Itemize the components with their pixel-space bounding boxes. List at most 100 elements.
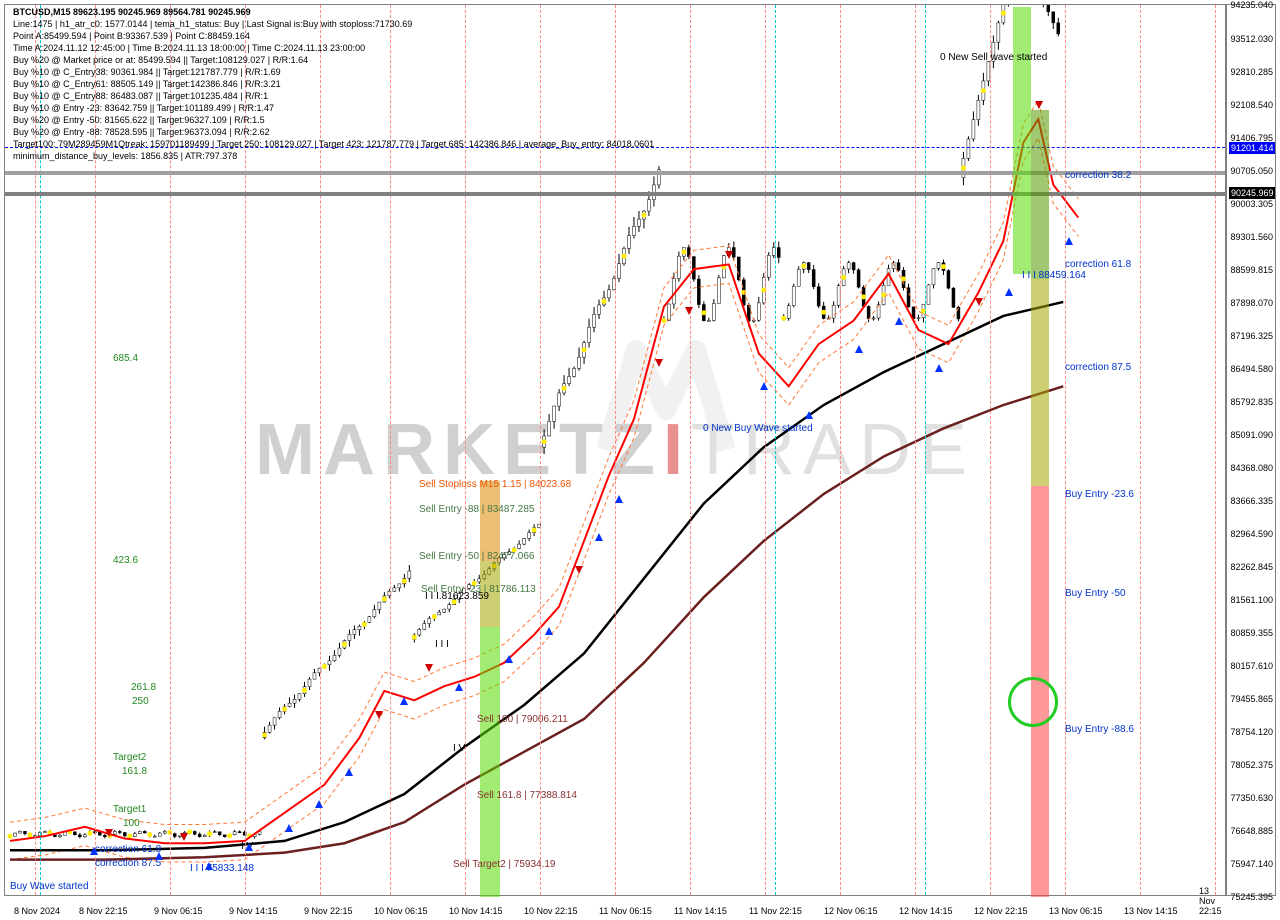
annotation-label: 0 New Sell wave started [940, 52, 1047, 63]
x-tick: 11 Nov 06:15 [599, 906, 652, 916]
y-axis: 94235.04093512.03092810.28592108.5409140… [1226, 4, 1276, 896]
annotation-label: 100 [123, 818, 140, 829]
y-tick: 77350.630 [1227, 793, 1273, 803]
annotation-label: I I I 88459.164 [1022, 270, 1086, 281]
arrow-up-icon [90, 847, 98, 855]
arrow-up-icon [285, 824, 293, 832]
x-tick: 13 Nov 06:15 [1049, 906, 1103, 916]
annotation-label: Buy Wave started [10, 881, 89, 892]
y-tick: 94235.040 [1227, 0, 1273, 10]
y-tick: 83666.335 [1227, 496, 1273, 506]
info-line: Buy %10 @ Entry -23: 83642.759 || Target… [13, 103, 274, 113]
y-tick: 92108.540 [1227, 100, 1273, 110]
annotation-label: 423.6 [113, 555, 138, 566]
arrow-up-icon [935, 364, 943, 372]
info-line: Point A:85499.594 | Point B:93367.539 | … [13, 31, 250, 41]
info-line: Target100: 79M289459M1Qtreak: 1597011894… [13, 139, 654, 149]
annotation-label: Sell Stoploss M15 1.15 | 84023.68 [419, 479, 571, 490]
chart-area[interactable]: MARKETZITRADE Sell Stoploss M15 1.15 | 8… [4, 4, 1226, 896]
zone-rect [480, 627, 500, 897]
y-tick: 79455.865 [1227, 694, 1273, 704]
y-tick: 82964.590 [1227, 529, 1273, 539]
x-tick: 9 Nov 14:15 [229, 906, 278, 916]
annotation-label: correction 38.2 [1065, 170, 1131, 181]
y-tick: 78052.375 [1227, 760, 1273, 770]
arrow-up-icon [1065, 237, 1073, 245]
y-tick: 91406.795 [1227, 133, 1273, 143]
annotation-label: Buy Entry -23.6 [1065, 489, 1134, 500]
info-line: Line:1475 | h1_atr_c0: 1577.0144 | tema_… [13, 19, 412, 29]
arrow-up-icon [855, 345, 863, 353]
x-tick: 11 Nov 14:15 [674, 906, 727, 916]
x-tick: 8 Nov 2024 [14, 906, 60, 916]
arrow-down-icon [655, 359, 663, 367]
vline-session [1065, 5, 1066, 895]
zone-rect [1013, 7, 1031, 275]
annotation-label: 250 [132, 696, 149, 707]
arrow-up-icon [205, 862, 213, 870]
zone-rect [1031, 110, 1049, 279]
vline-session [765, 5, 766, 895]
y-tick: 86494.580 [1227, 364, 1273, 374]
y-tick: 80859.355 [1227, 628, 1273, 638]
vline-session [690, 5, 691, 895]
y-tick: 90705.050 [1227, 166, 1273, 176]
x-tick: 9 Nov 06:15 [154, 906, 203, 916]
annotation-label: correction 87.5 [95, 858, 161, 869]
annotation-label: correction 87.5 [1065, 362, 1131, 373]
annotation-label: Sell Target2 | 75934.19 [453, 859, 556, 870]
zone-rect [1031, 279, 1049, 486]
y-tick: 88599.815 [1227, 265, 1273, 275]
arrow-up-icon [595, 533, 603, 541]
info-line: Time A:2024.11.12 12:45:00 | Time B:2024… [13, 43, 365, 53]
x-axis: 8 Nov 20248 Nov 22:159 Nov 06:159 Nov 14… [4, 900, 1226, 918]
arrow-up-icon [315, 800, 323, 808]
info-line: minimum_distance_buy_levels: 1856.835 | … [13, 151, 237, 161]
zone-rect [480, 481, 500, 561]
annotation-label: Sell 100 | 79006.211 [477, 714, 568, 725]
y-tick: 75245.395 [1227, 892, 1273, 902]
info-line: Buy %10 @ C_Entry61: 88505.149 || Target… [13, 79, 281, 89]
target-circle [1008, 677, 1058, 727]
vline-marker [925, 5, 926, 895]
arrow-down-icon [105, 829, 113, 837]
y-tick: 90003.305 [1227, 199, 1273, 209]
y-tick: 93512.030 [1227, 34, 1273, 44]
y-tick: 78754.120 [1227, 727, 1273, 737]
annotation-label: Sell Entry -23 | 81786.113 [421, 584, 536, 595]
x-tick: 13 Nov 14:15 [1124, 906, 1178, 916]
vline-session [840, 5, 841, 895]
annotation-label: Sell Entry -50 | 82477.066 [419, 551, 534, 562]
arrow-up-icon [545, 627, 553, 635]
arrow-up-icon [245, 843, 253, 851]
x-tick: 9 Nov 22:15 [304, 906, 353, 916]
y-tick: 85792.835 [1227, 397, 1273, 407]
y-tick: 89301.560 [1227, 232, 1273, 242]
vline-marker [775, 5, 776, 895]
annotation-label: 261.8 [131, 682, 156, 693]
y-tick: 84368.080 [1227, 463, 1273, 473]
arrow-up-icon [1005, 288, 1013, 296]
vline-session [990, 5, 991, 895]
y-tick: 85091.090 [1227, 430, 1273, 440]
y-tick: 92810.285 [1227, 67, 1273, 77]
arrow-down-icon [425, 664, 433, 672]
x-tick: 10 Nov 06:15 [374, 906, 428, 916]
annotation-label: I I I [435, 639, 449, 650]
annotation-label: I V [453, 743, 465, 754]
x-tick: 12 Nov 06:15 [824, 906, 878, 916]
y-tick: 87898.070 [1227, 298, 1273, 308]
annotation-label: Target1 [113, 804, 146, 815]
arrow-down-icon [685, 307, 693, 315]
arrow-down-icon [575, 566, 583, 574]
x-tick: 13 Nov 22:15 [1199, 886, 1226, 916]
arrow-up-icon [895, 317, 903, 325]
arrow-up-icon [505, 655, 513, 663]
info-line: Buy %20 @ Market price or at: 85499.594 … [13, 55, 308, 65]
arrow-down-icon [180, 833, 188, 841]
x-tick: 12 Nov 22:15 [974, 906, 1028, 916]
arrow-down-icon [975, 298, 983, 306]
annotation-label: Sell Entry -88 | 83487.285 [419, 504, 534, 515]
info-line: Buy %10 @ C_Entry88: 86483.087 || Target… [13, 91, 268, 101]
x-tick: 11 Nov 22:15 [749, 906, 802, 916]
